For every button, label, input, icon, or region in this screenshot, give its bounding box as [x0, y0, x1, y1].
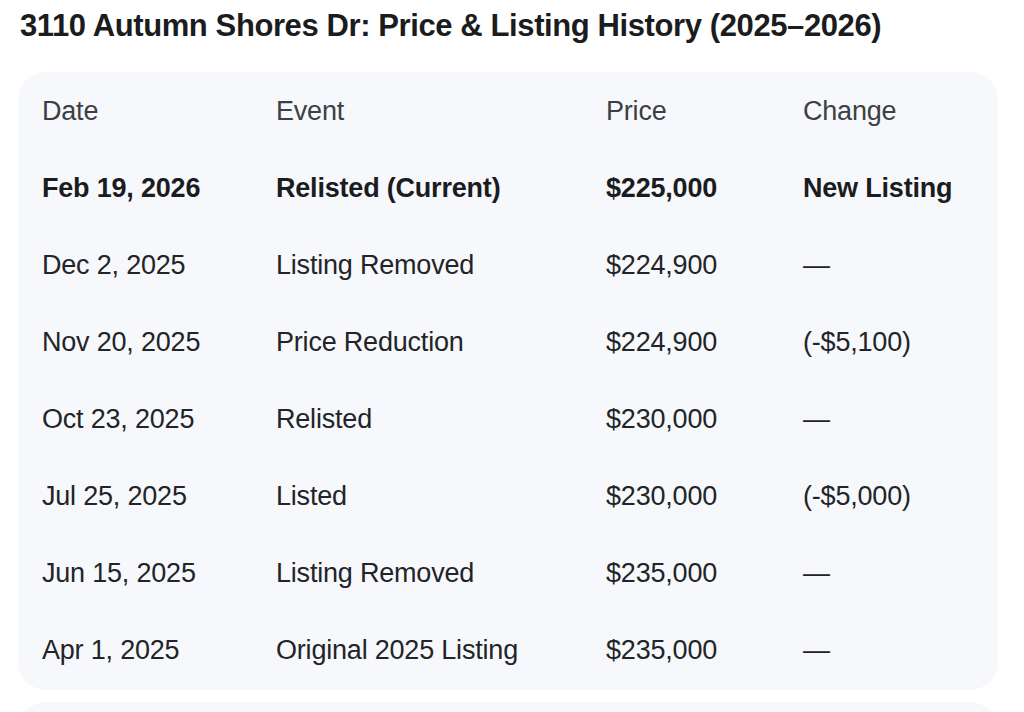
cell-change: —: [803, 635, 974, 666]
table-row: Apr 1, 2025 Original 2025 Listing $235,0…: [42, 612, 974, 689]
table-row: Nov 20, 2025 Price Reduction $224,900 (-…: [42, 304, 974, 381]
cell-price: $225,000: [606, 173, 803, 204]
cell-date: Dec 2, 2025: [42, 250, 276, 281]
cell-date: Jul 25, 2025: [42, 481, 276, 512]
table-row: Jul 25, 2025 Listed $230,000 (-$5,000): [42, 458, 974, 535]
column-header-price: Price: [606, 96, 803, 127]
cell-price: $230,000: [606, 404, 803, 435]
cell-change: —: [803, 404, 974, 435]
cell-event: Relisted: [276, 404, 606, 435]
cell-date: Jun 15, 2025: [42, 558, 276, 589]
price-history-card: Date Event Price Change Feb 19, 2026 Rel…: [18, 72, 998, 690]
column-header-change: Change: [803, 96, 974, 127]
cell-change: (-$5,000): [803, 481, 974, 512]
cell-date: Oct 23, 2025: [42, 404, 276, 435]
cell-date: Nov 20, 2025: [42, 327, 276, 358]
table-row: Oct 23, 2025 Relisted $230,000 —: [42, 381, 974, 458]
cell-event: Original 2025 Listing: [276, 635, 606, 666]
cell-change: —: [803, 558, 974, 589]
cell-event: Listing Removed: [276, 250, 606, 281]
table-header-row: Date Event Price Change: [42, 73, 974, 150]
cell-price: $230,000: [606, 481, 803, 512]
page-title: 3110 Autumn Shores Dr: Price & Listing H…: [20, 4, 1020, 48]
cell-date: Apr 1, 2025: [42, 635, 276, 666]
cell-event: Listed: [276, 481, 606, 512]
cell-change: —: [803, 250, 974, 281]
table-row: Feb 19, 2026 Relisted (Current) $225,000…: [42, 150, 974, 227]
cell-price: $235,000: [606, 558, 803, 589]
cell-event: Price Reduction: [276, 327, 606, 358]
cell-date: Feb 19, 2026: [42, 173, 276, 204]
cell-price: $224,900: [606, 250, 803, 281]
cell-change: (-$5,100): [803, 327, 974, 358]
table-row: Jun 15, 2025 Listing Removed $235,000 —: [42, 535, 974, 612]
cell-event: Listing Removed: [276, 558, 606, 589]
table-row: Dec 2, 2025 Listing Removed $224,900 —: [42, 227, 974, 304]
column-header-event: Event: [276, 96, 606, 127]
column-header-date: Date: [42, 96, 276, 127]
next-card-partial: [18, 702, 998, 712]
cell-price: $235,000: [606, 635, 803, 666]
cell-change: New Listing: [803, 173, 974, 204]
cell-event: Relisted (Current): [276, 173, 606, 204]
cell-price: $224,900: [606, 327, 803, 358]
